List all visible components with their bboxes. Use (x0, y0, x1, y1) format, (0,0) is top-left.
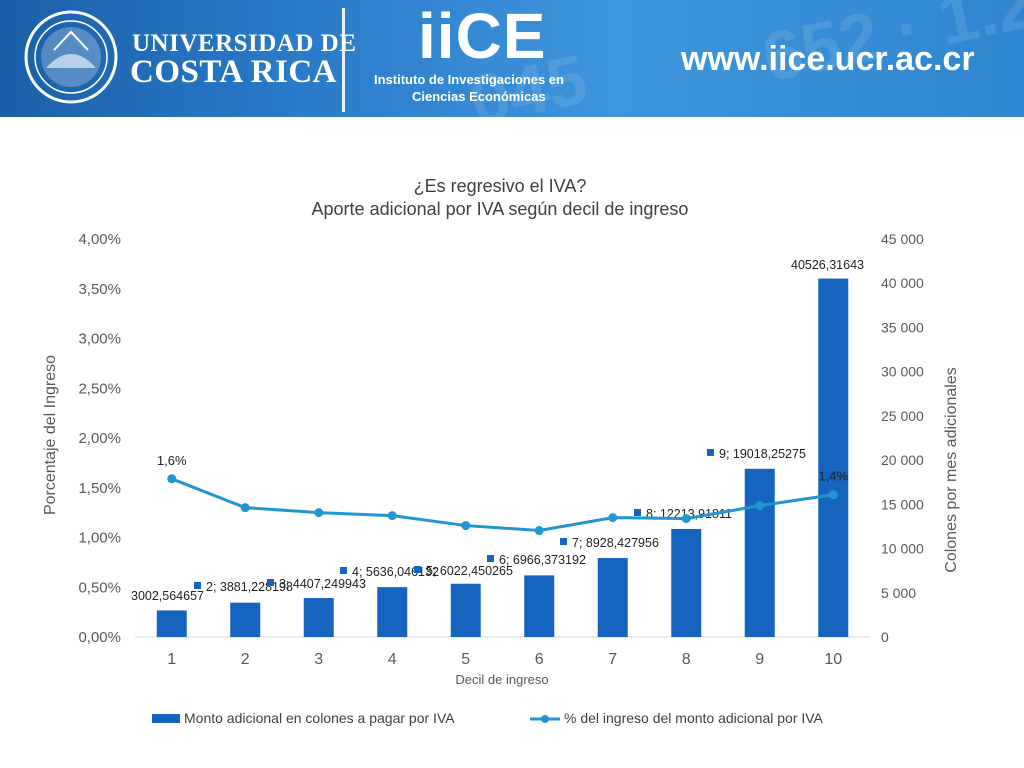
bar-data-label: 9; 19018,25275 (719, 447, 806, 461)
bar-data-label: 3002,564657 (131, 589, 204, 603)
bar (156, 610, 187, 637)
line-point (461, 521, 471, 531)
x-axis-tick-label: 7 (608, 651, 617, 668)
legend-line-marker (541, 715, 549, 723)
right-axis-tick-label: 35 000 (881, 319, 924, 335)
bar-label-marker (194, 582, 201, 589)
bar (377, 587, 408, 637)
right-axis: 0 5 000 10 000 15 000 20 000 25 000 30 000 35 0… (881, 231, 924, 645)
institute-name-line2: Ciencias Económicas (412, 89, 546, 104)
bar (230, 602, 261, 637)
left-axis-tick-label: 4,00% (78, 231, 121, 248)
x-axis-tick-label: 4 (388, 651, 397, 668)
left-axis: 0,00% 0,50% 1,00% 1,50% 2,00% 2,50% 3,00% 3,50%… (78, 231, 121, 646)
x-axis-tick-label: 3 (314, 651, 323, 668)
left-axis-label: Porcentaje del Ingreso (42, 355, 59, 515)
university-name-line1: UNIVERSIDAD DE (132, 30, 357, 57)
x-axis-tick-label: 5 (461, 651, 470, 668)
x-axis-tick-label: 6 (535, 651, 544, 668)
bar-data-label: 7; 8928,427956 (572, 536, 659, 550)
university-seal-icon (24, 10, 118, 104)
x-axis-tick-label: 9 (755, 651, 764, 668)
left-axis-tick-label: 1,50% (78, 480, 121, 497)
right-axis-tick-label: 30 000 (881, 364, 924, 380)
legend-line-label: % del ingreso del monto adicional por IV… (564, 710, 824, 726)
bar (450, 583, 481, 637)
bar-label-marker (707, 449, 714, 456)
right-axis-tick-label: 10 000 (881, 541, 924, 557)
x-axis-tick-label: 1 (167, 651, 176, 668)
line-point (534, 526, 544, 536)
bar-label-marker (487, 555, 494, 562)
x-axis-tick-label: 10 (824, 651, 842, 668)
bar-label-marker (634, 509, 641, 516)
bar (818, 278, 849, 637)
legend-bar-swatch (152, 714, 180, 723)
bar-label-marker (560, 538, 567, 545)
left-axis-tick-label: 1,00% (78, 530, 121, 547)
university-name-line2: COSTA RICA (130, 54, 338, 90)
right-axis-tick-label: 15 000 (881, 496, 924, 512)
bar-label-marker (414, 566, 421, 573)
chart-title: ¿Es regresivo el IVA? (414, 176, 587, 196)
bar-data-label: 40526,31643 (791, 258, 864, 272)
legend-bar-label: Monto adicional en colones a pagar por I… (184, 710, 455, 726)
right-axis-tick-label: 0 (881, 629, 889, 645)
right-axis-tick-label: 5 000 (881, 585, 916, 601)
legend: Monto adicional en colones a pagar por I… (152, 710, 824, 726)
left-axis-tick-label: 3,50% (78, 281, 121, 298)
bar (524, 575, 555, 637)
line-point (387, 511, 397, 521)
right-axis-tick-label: 20 000 (881, 452, 924, 468)
x-axis-ticks: 1 2 3 4 5 6 7 8 9 10 (167, 651, 842, 668)
left-axis-tick-label: 2,50% (78, 380, 121, 397)
line-series: 1,6% 1,4% (157, 453, 849, 536)
left-axis-tick-label: 0,00% (78, 629, 121, 646)
bar-label-marker (340, 567, 347, 574)
bar (597, 558, 628, 637)
line-point (167, 474, 177, 484)
line-point (755, 501, 765, 511)
line-point (681, 514, 691, 524)
bar-data-label: 5; 6022,450265 (426, 564, 513, 578)
bar-data-label: 3; 4407,249943 (279, 577, 366, 591)
institute-name-line1: Instituto de Investigaciones en (374, 72, 564, 87)
right-axis-tick-label: 40 000 (881, 275, 924, 291)
bar-label-marker (267, 579, 274, 586)
left-axis-tick-label: 0,50% (78, 579, 121, 596)
line-point (240, 503, 250, 513)
left-axis-tick-label: 3,00% (78, 331, 121, 348)
right-axis-tick-label: 25 000 (881, 408, 924, 424)
left-axis-tick-label: 2,00% (78, 430, 121, 447)
line-path (171, 477, 834, 533)
line-point (828, 490, 838, 500)
website-url: www.iice.ucr.ac.cr (681, 40, 975, 78)
right-axis-label: Colones por mes adicionales (943, 367, 960, 572)
bar-data-label: 6; 6966,373192 (499, 553, 586, 567)
right-axis-tick-label: 45 000 (881, 231, 924, 247)
line-data-label: 1,4% (818, 469, 848, 484)
header-banner: 652 · 1.249 045 UNIVERSIDAD DE COSTA RIC… (0, 0, 1024, 117)
line-point (314, 508, 324, 518)
x-axis-tick-label: 2 (241, 651, 250, 668)
chart-subtitle: Aporte adicional por IVA según decil de … (312, 199, 689, 219)
bar (303, 598, 334, 637)
header-divider (342, 8, 345, 112)
line-point (608, 513, 618, 523)
x-axis-tick-label: 8 (682, 651, 691, 668)
x-axis-label: Decil de ingreso (455, 672, 548, 687)
bar (744, 468, 775, 637)
line-data-label: 1,6% (157, 453, 187, 468)
bar (671, 528, 702, 637)
chart-area: ¿Es regresivo el IVA? Aporte adicional p… (42, 176, 960, 726)
iice-logo: iiCE (418, 0, 547, 72)
